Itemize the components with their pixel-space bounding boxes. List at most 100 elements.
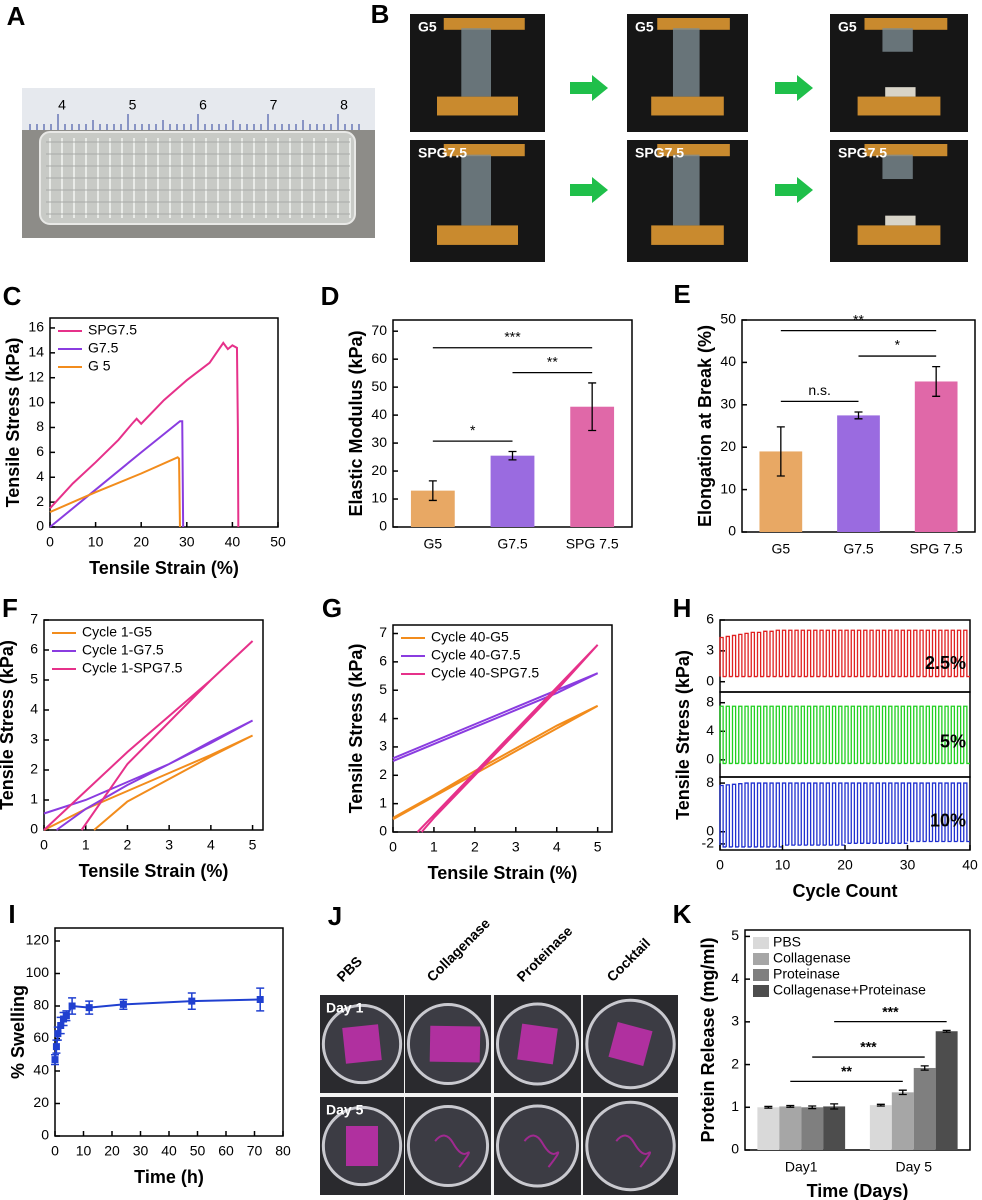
x-tick-label: 0 [40, 837, 48, 853]
data-point [52, 1043, 60, 1051]
cycle [856, 629, 864, 678]
x-tick-label: Day 5 [895, 1159, 932, 1175]
clamp [864, 18, 948, 30]
arrow [775, 177, 813, 203]
plot-frame [744, 929, 971, 1151]
y-tick-label: 1 [379, 794, 387, 810]
cycle [881, 782, 889, 844]
sample [461, 154, 491, 226]
cycle [731, 783, 739, 848]
cycle [731, 634, 739, 678]
x-tick-label: 0 [46, 534, 54, 550]
cycle [906, 705, 914, 765]
legend-label: PBS [773, 934, 801, 950]
column-label: Cocktail [603, 935, 653, 985]
legend-swatch [753, 985, 769, 997]
cycle [919, 782, 927, 843]
significance-label: ** [841, 1063, 852, 1079]
y-tick-label: 8 [706, 693, 714, 709]
y-axis-label: Tensile Stress (kPa) [3, 338, 23, 508]
cycle [850, 782, 858, 844]
cycle [956, 629, 964, 678]
error-bar [428, 480, 437, 502]
y-tick-label: 4 [36, 468, 44, 484]
y-tick-label: 60 [371, 350, 387, 366]
x-tick-label: 2 [471, 839, 479, 855]
x-axis-label: Tensile Strain (%) [428, 863, 578, 883]
plot-frame [49, 317, 279, 528]
error-bar [898, 1089, 907, 1096]
y-tick-label: 0 [379, 518, 387, 534]
dish [406, 1104, 490, 1188]
strain-label: 5% [940, 731, 966, 751]
ruler-number: 4 [58, 97, 66, 113]
clamp [864, 144, 948, 157]
cycle [806, 705, 814, 765]
cycle [869, 782, 877, 844]
y-axis-label: Tensile Stress (kPa) [673, 650, 693, 820]
cycle [738, 705, 745, 765]
bar [869, 1105, 892, 1150]
column-label: PBS [333, 953, 365, 985]
cycle [944, 629, 952, 678]
legend-label: Collagenase+Proteinase [773, 982, 926, 998]
cycle [831, 782, 839, 846]
x-tick-label: 5 [249, 837, 257, 853]
cycle [781, 782, 789, 846]
data-point [188, 997, 196, 1005]
data-line [49, 341, 240, 528]
data-line [392, 704, 599, 821]
y-tick-label: 0 [731, 1141, 739, 1157]
strain-label: 2.5% [925, 653, 966, 673]
cycle [831, 705, 839, 765]
error-bar [932, 365, 941, 397]
legend-label: G7.5 [88, 340, 119, 356]
dish [585, 1100, 676, 1192]
column-label: Collagenase [423, 915, 493, 985]
sample [672, 154, 700, 226]
data-line [49, 420, 185, 528]
cycle [794, 705, 802, 765]
cycle [819, 705, 827, 765]
cycle [869, 629, 877, 678]
cycle [725, 784, 733, 848]
hydrogel [346, 1126, 378, 1166]
cycle [913, 782, 920, 843]
cycle [750, 782, 758, 848]
y-tick-label: 14 [28, 344, 44, 360]
y-tick-label: 16 [28, 319, 44, 335]
significance-label: *** [860, 1039, 877, 1055]
cycle [925, 629, 933, 678]
cycle [888, 782, 895, 844]
x-tick-label: 40 [962, 857, 978, 873]
x-tick-label: 4 [553, 839, 561, 855]
significance-label: *** [504, 328, 521, 344]
cycle [844, 705, 852, 765]
cycle [719, 636, 727, 678]
cycle [769, 782, 777, 848]
y-tick-label: 5 [379, 681, 387, 697]
y-tick-label: 70 [371, 322, 387, 338]
panel-label: F [2, 593, 18, 623]
cycle [863, 629, 870, 678]
cycle [719, 705, 727, 765]
ruler-number: 8 [340, 97, 348, 113]
sample-piece [885, 87, 916, 97]
bar [823, 1106, 846, 1150]
cycle [763, 782, 770, 848]
x-tick-label: 0 [389, 839, 397, 855]
cycle [906, 782, 914, 843]
cycle [925, 705, 933, 765]
y-tick-label: 2 [731, 1055, 739, 1071]
cycle [838, 629, 845, 678]
x-tick-label: G5 [771, 541, 790, 557]
cycle [750, 631, 758, 678]
error-bar [764, 1105, 773, 1109]
cycle [863, 782, 870, 844]
cycle [769, 630, 777, 678]
cycle [819, 629, 827, 678]
y-tick-label: 2 [36, 493, 44, 509]
x-tick-label: 30 [179, 534, 195, 550]
cycle [931, 629, 939, 678]
cycle [744, 705, 752, 765]
